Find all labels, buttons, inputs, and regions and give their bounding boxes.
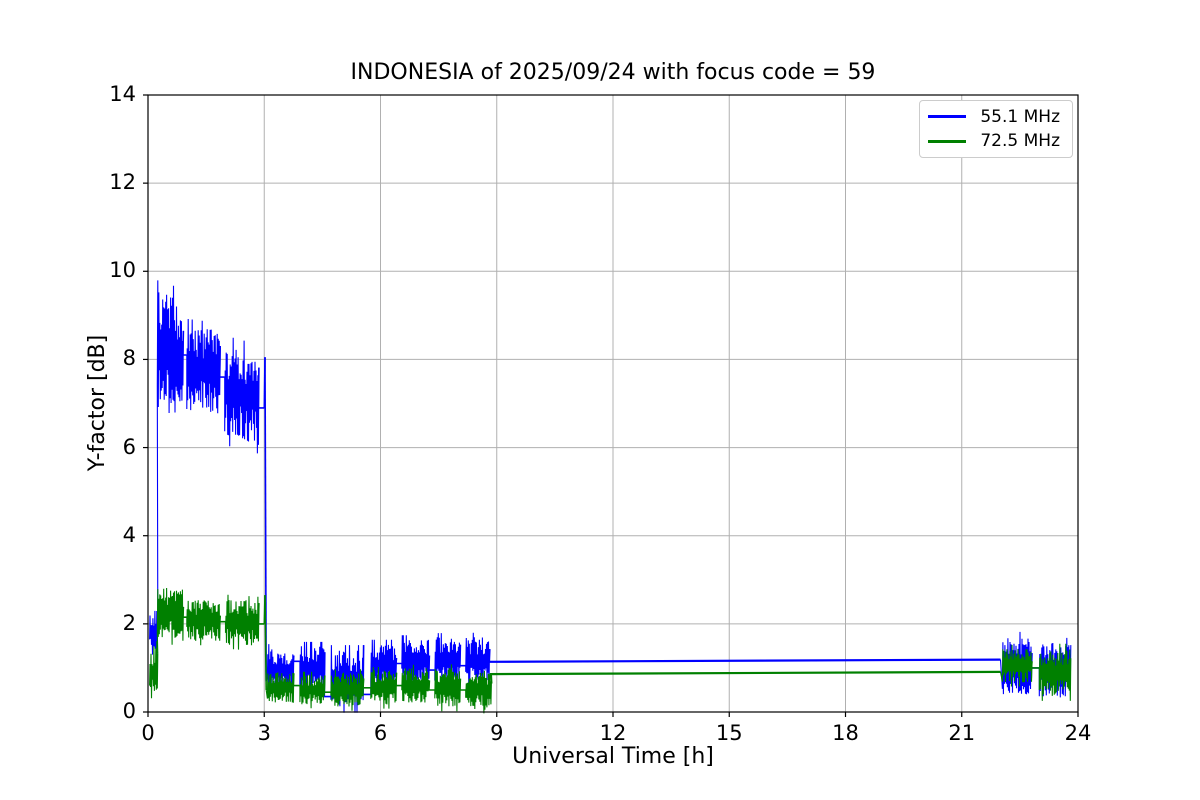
series-72-5-mhz-segment	[330, 669, 365, 711]
series-55-1-mhz-segment	[218, 345, 225, 378]
legend-item-55-1: 55.1 MHz	[928, 105, 1064, 129]
legend-label: 72.5 MHz	[980, 131, 1060, 152]
series-55-1-mhz-segment	[487, 649, 1001, 663]
series-55-1-mhz-segment	[465, 632, 491, 690]
x-tick-label: 18	[832, 721, 859, 745]
series-72-5-mhz-segment	[465, 670, 492, 714]
series-72-5-mhz-segment	[434, 664, 461, 712]
series-55-1-mhz-segment	[434, 633, 461, 686]
x-tick-label: 0	[141, 721, 155, 745]
legend-label: 55.1 MHz	[980, 106, 1060, 127]
x-tick-label: 21	[948, 721, 976, 745]
series-55-1-mhz-segment	[292, 655, 300, 663]
y-axis-label: Y-factor [dB]	[85, 334, 110, 472]
series-72-5-mhz-segment	[224, 594, 260, 650]
series-72-5-mhz-segment	[395, 672, 402, 687]
series-72-5-mhz-segment	[489, 670, 1001, 684]
series-72-5-mhz-segment	[370, 666, 398, 709]
series-55-1-mhz-segment	[156, 280, 184, 622]
series-72-5-mhz-segment	[292, 673, 300, 687]
series-72-5-mhz-segment	[265, 672, 295, 703]
series-72-5-mhz-segment	[999, 644, 1033, 687]
series-55-1-mhz-segment	[1030, 653, 1040, 669]
series-72-5-mhz-segment	[428, 680, 435, 691]
series-72-5-mhz-segment	[257, 603, 265, 625]
legend-line-swatch-green	[928, 139, 966, 143]
legend: 55.1 MHz 72.5 MHz	[919, 100, 1073, 158]
series-72-5-mhz-segment	[323, 675, 331, 693]
series-72-5-mhz-segment	[459, 678, 466, 691]
chart-title: INDONESIA of 2025/09/24 with focus code …	[350, 60, 876, 85]
series-72-5-mhz-segment	[362, 678, 371, 689]
series-55-1-mhz-segment	[459, 644, 466, 667]
y-tick-label: 10	[109, 258, 136, 283]
y-tick-label: 12	[109, 170, 136, 195]
x-tick-label: 3	[257, 721, 271, 745]
series-72-5-mhz-segment	[182, 606, 187, 618]
series-72-5-mhz-segment	[186, 600, 221, 646]
y-tick-label: 4	[122, 522, 136, 547]
y-tick-label: 8	[122, 346, 136, 371]
series-72-5-mhz-segment	[149, 641, 159, 699]
legend-line-swatch-blue	[928, 115, 966, 119]
series-55-1-mhz-segment	[395, 658, 402, 665]
series-55-1-mhz-segment	[401, 635, 430, 688]
series-55-1-mhz-segment	[182, 330, 187, 356]
series-72-5-mhz-segment	[401, 664, 430, 703]
x-tick-label: 24	[1064, 721, 1092, 745]
series-72-5-mhz-segment	[1030, 661, 1040, 669]
series-72-5-mhz-segment	[218, 615, 226, 623]
series-55-1-mhz-segment	[428, 655, 435, 671]
legend-item-72-5: 72.5 MHz	[928, 129, 1064, 153]
series-72-5-mhz-segment	[1038, 643, 1072, 701]
series-72-5-mhz-segment	[299, 671, 326, 709]
series-55-1-mhz-segment	[257, 367, 265, 409]
x-tick-label: 15	[715, 721, 743, 745]
x-tick-label: 9	[490, 721, 504, 745]
x-axis-label: Universal Time [h]	[512, 744, 714, 769]
series-55-1-mhz-segment	[186, 318, 221, 414]
series-55-1-mhz-segment	[323, 652, 331, 698]
series-55-1-mhz-segment	[370, 639, 398, 695]
y-tick-label: 14	[109, 82, 136, 106]
y-tick-label: 2	[122, 610, 136, 635]
x-tick-label: 6	[373, 721, 388, 745]
series-72-5-mhz-segment	[264, 595, 267, 691]
y-tick-label: 0	[122, 699, 136, 723]
x-tick-label: 12	[599, 721, 627, 745]
y-tick-label: 6	[122, 434, 136, 459]
series-55-1-mhz-segment	[224, 337, 260, 454]
series-72-5-mhz-segment	[156, 587, 184, 654]
